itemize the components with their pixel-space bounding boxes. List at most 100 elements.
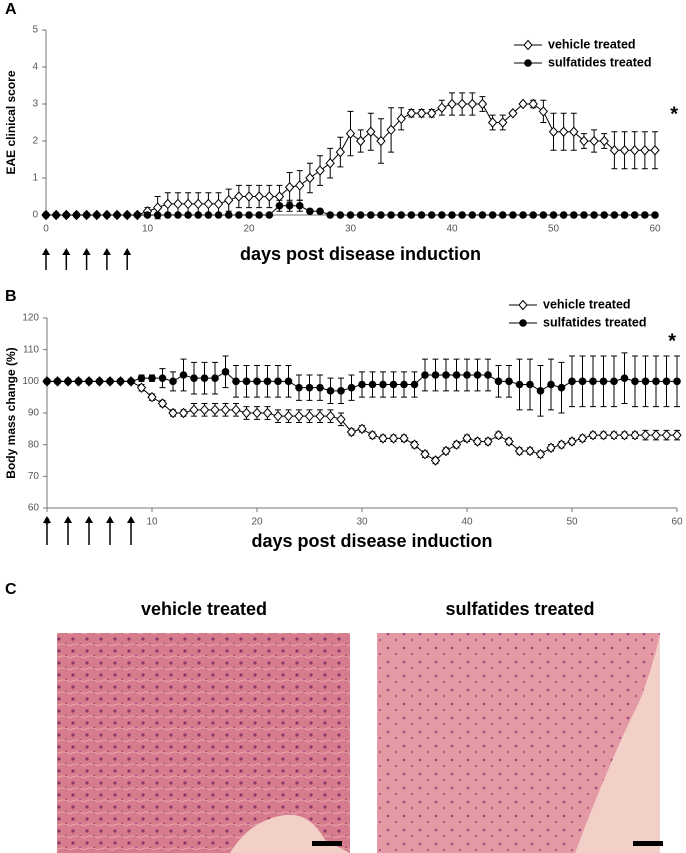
marker bbox=[42, 211, 50, 219]
marker bbox=[336, 211, 345, 219]
arrow-head bbox=[64, 516, 72, 523]
marker bbox=[579, 135, 589, 147]
marker bbox=[295, 180, 305, 191]
y-tick-label: 120 bbox=[22, 313, 39, 324]
marker bbox=[556, 439, 567, 450]
marker bbox=[82, 211, 91, 219]
y-tick-label: 110 bbox=[23, 344, 39, 355]
marker bbox=[590, 211, 598, 219]
marker bbox=[347, 383, 356, 392]
marker bbox=[473, 371, 482, 379]
marker bbox=[345, 128, 356, 139]
marker bbox=[152, 202, 163, 213]
marker bbox=[148, 374, 156, 382]
marker bbox=[316, 207, 324, 216]
marker bbox=[568, 377, 576, 386]
x-tick-label: 60 bbox=[671, 517, 683, 528]
marker bbox=[158, 374, 167, 382]
marker bbox=[600, 211, 609, 219]
y-tick-label: 0 bbox=[32, 210, 38, 221]
arrow bbox=[82, 248, 91, 270]
marker bbox=[641, 211, 649, 219]
marker bbox=[528, 98, 538, 110]
marker bbox=[305, 383, 314, 392]
marker bbox=[559, 211, 568, 219]
marker bbox=[294, 410, 304, 422]
marker bbox=[315, 165, 325, 176]
arrow-head bbox=[127, 516, 135, 523]
marker bbox=[438, 211, 446, 219]
marker bbox=[518, 299, 528, 311]
arrow bbox=[127, 516, 135, 545]
arrow-head bbox=[62, 248, 71, 255]
marker bbox=[103, 211, 111, 219]
marker bbox=[515, 380, 524, 389]
arrow-head bbox=[106, 516, 114, 523]
marker bbox=[406, 107, 417, 119]
marker bbox=[220, 404, 231, 416]
marker bbox=[106, 377, 114, 386]
marker bbox=[662, 377, 671, 386]
marker bbox=[178, 407, 189, 419]
arrow-head bbox=[102, 248, 111, 255]
marker bbox=[518, 98, 528, 110]
marker bbox=[652, 377, 660, 386]
arrow bbox=[106, 516, 114, 545]
marker bbox=[609, 429, 619, 441]
marker bbox=[193, 198, 203, 210]
marker bbox=[650, 144, 660, 156]
arrow bbox=[42, 248, 50, 270]
marker bbox=[505, 377, 513, 386]
marker bbox=[379, 380, 387, 389]
marker bbox=[523, 39, 533, 51]
marker bbox=[386, 124, 396, 136]
marker bbox=[567, 436, 577, 447]
marker bbox=[430, 455, 441, 466]
marker bbox=[377, 211, 385, 219]
arrow-head bbox=[43, 516, 51, 523]
image-title: vehicle treated bbox=[141, 599, 267, 619]
marker bbox=[589, 135, 599, 147]
marker bbox=[610, 377, 618, 386]
arrow-head bbox=[123, 248, 132, 255]
marker bbox=[609, 144, 620, 156]
image-title: sulfatides treated bbox=[445, 599, 594, 619]
panel-label: A bbox=[5, 1, 17, 18]
x-tick-label: 10 bbox=[142, 224, 154, 235]
marker bbox=[400, 380, 408, 389]
marker bbox=[598, 429, 609, 441]
marker bbox=[396, 113, 406, 125]
marker bbox=[651, 429, 661, 441]
marker bbox=[315, 410, 325, 422]
panel-label: C bbox=[5, 581, 17, 598]
x-tick-label: 10 bbox=[146, 517, 158, 528]
marker bbox=[173, 198, 183, 210]
marker bbox=[546, 442, 556, 454]
y-tick-label: 100 bbox=[22, 376, 39, 387]
marker bbox=[610, 211, 619, 219]
marker bbox=[640, 429, 651, 441]
marker bbox=[224, 194, 234, 206]
marker bbox=[164, 211, 172, 219]
marker bbox=[558, 126, 569, 138]
marker bbox=[242, 377, 251, 386]
marker bbox=[477, 98, 488, 110]
marker bbox=[416, 107, 427, 119]
x-tick-label: 50 bbox=[566, 517, 578, 528]
marker bbox=[578, 377, 587, 386]
x-tick-label: 0 bbox=[43, 224, 49, 235]
marker bbox=[136, 382, 147, 393]
marker bbox=[399, 433, 409, 444]
marker bbox=[673, 377, 681, 386]
marker bbox=[417, 211, 426, 219]
marker bbox=[498, 117, 508, 128]
marker bbox=[493, 429, 504, 441]
marker bbox=[253, 377, 261, 386]
marker bbox=[355, 135, 366, 147]
marker bbox=[74, 377, 83, 386]
marker bbox=[630, 211, 639, 219]
marker bbox=[407, 211, 416, 219]
marker bbox=[356, 211, 365, 219]
marker bbox=[467, 98, 477, 110]
legend-label: sulfatides treated bbox=[543, 315, 647, 329]
